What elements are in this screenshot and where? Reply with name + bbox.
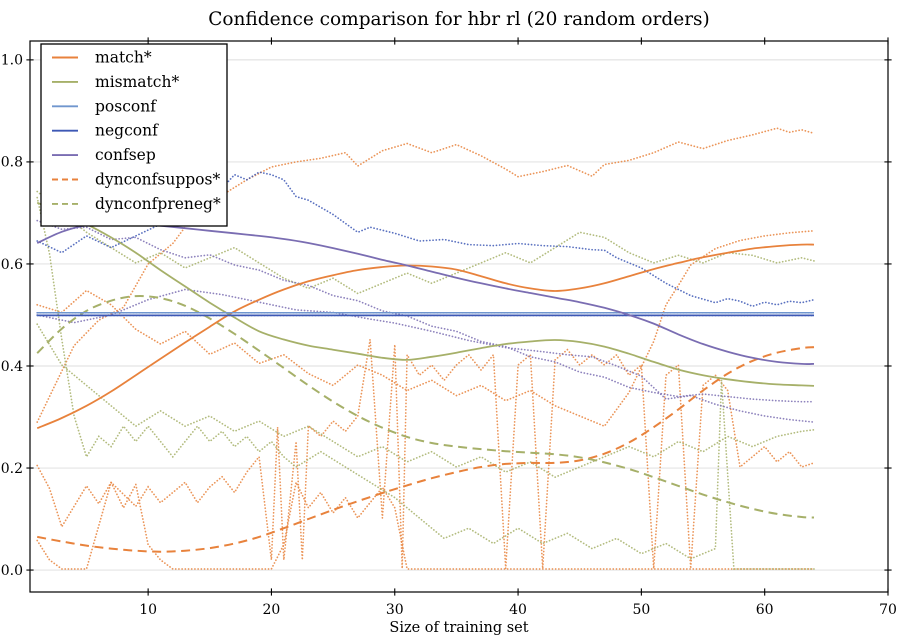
run-line-blue [36,171,815,308]
x-axis-label: Size of training set [389,620,528,636]
x-tick-label: 60 [756,602,774,618]
y-tick-label: 0.2 [1,461,23,477]
run-line-olive [36,190,815,295]
run-line-olive [36,323,815,479]
mean-series-lines [36,201,815,553]
legend-label: negconf [95,122,159,140]
run-line-purple [36,219,815,403]
series-line-dynconfsuppos [37,346,815,553]
y-tick-label: 0.4 [1,359,23,375]
plot-border [29,40,889,593]
x-tick-label: 30 [386,602,404,618]
series-line-confsep [36,222,815,365]
y-tick-label: 0.8 [1,155,23,171]
legend: match* mismatch* posconf negconf confsep dync… [40,43,228,227]
legend-label: dynconfpreneg* [95,195,221,213]
y-tick-label: 1.0 [1,53,23,69]
x-tick-label: 40 [509,602,527,618]
run-line-olive [36,196,815,570]
run-line-orange [36,479,815,570]
chart-render-root: 10 20 30 40 50 60 70 0.0 0.2 0.4 0.6 0.8 1.0 match* mi… [1,37,897,618]
run-line-orange [36,229,815,428]
run-line-orange [36,127,815,423]
series-line-match [36,243,815,430]
legend-label: match* [95,49,152,67]
x-tick-label: 10 [139,602,157,618]
legend-label: confsep [95,146,156,164]
x-tick-label: 70 [879,602,897,618]
legend-label: posconf [95,97,157,115]
y-tick-labels: 0.0 0.2 0.4 0.6 0.8 1.0 [1,53,23,579]
axis-ticks [26,37,892,596]
series-line-mismatch [36,201,815,387]
run-line-orange [36,339,815,569]
y-tick-label: 0.6 [1,257,23,273]
legend-label: dynconfsuppos* [95,171,220,189]
series-line-dynconfpreneg [36,295,815,519]
axes-spines [29,40,889,593]
run-line-purple [36,288,815,423]
x-tick-label: 20 [263,602,281,618]
legend-box [40,43,228,227]
chart-title: Confidence comparison for hbr rl (20 ran… [208,9,710,30]
legend-label: mismatch* [95,73,179,91]
x-tick-labels: 10 20 30 40 50 60 70 [139,602,897,618]
y-tick-label: 0.0 [1,563,23,579]
x-tick-label: 50 [632,602,650,618]
